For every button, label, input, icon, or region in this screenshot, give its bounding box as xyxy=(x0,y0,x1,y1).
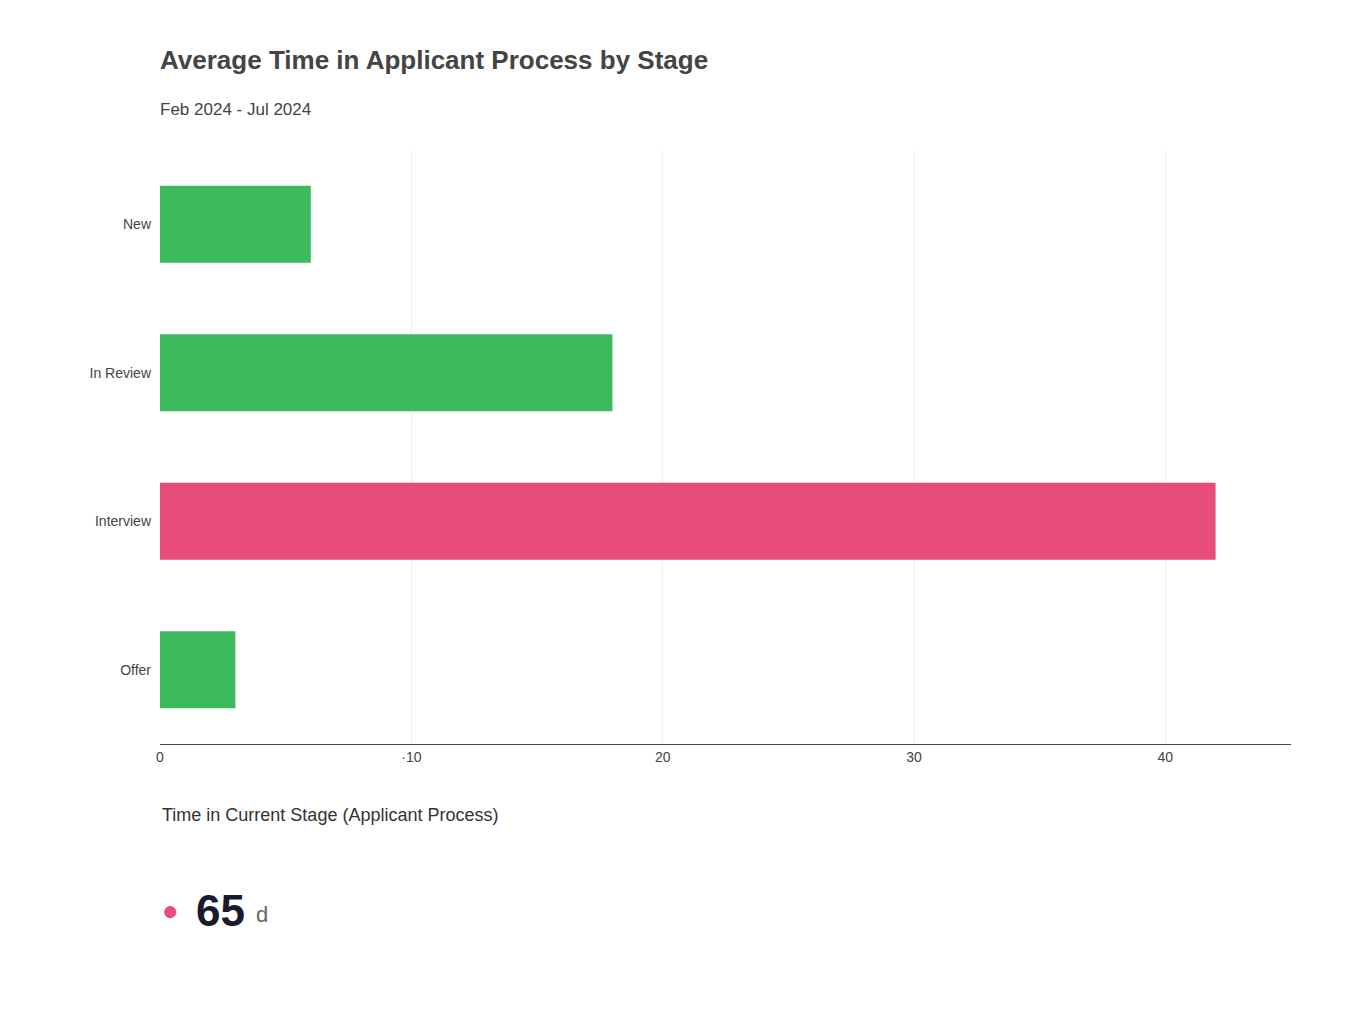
svg-text:20: 20 xyxy=(655,749,671,765)
svg-text:·10: ·10 xyxy=(401,749,421,765)
svg-text:New: New xyxy=(123,216,152,232)
svg-text:Offer: Offer xyxy=(120,662,151,678)
svg-text:Time in Current Stage (Applica: Time in Current Stage (Applicant Process… xyxy=(162,805,498,825)
svg-text:65: 65 xyxy=(196,886,245,935)
svg-text:30: 30 xyxy=(906,749,922,765)
svg-text:Average Time in Applicant Proc: Average Time in Applicant Process by Sta… xyxy=(160,45,708,75)
svg-text:●: ● xyxy=(162,895,179,926)
svg-text:40: 40 xyxy=(1158,749,1174,765)
svg-text:d: d xyxy=(256,902,268,927)
svg-text:In Review: In Review xyxy=(90,365,152,381)
svg-text:0: 0 xyxy=(156,749,164,765)
svg-text:Interview: Interview xyxy=(95,513,152,529)
svg-text:Feb 2024 - Jul 2024: Feb 2024 - Jul 2024 xyxy=(160,100,311,119)
